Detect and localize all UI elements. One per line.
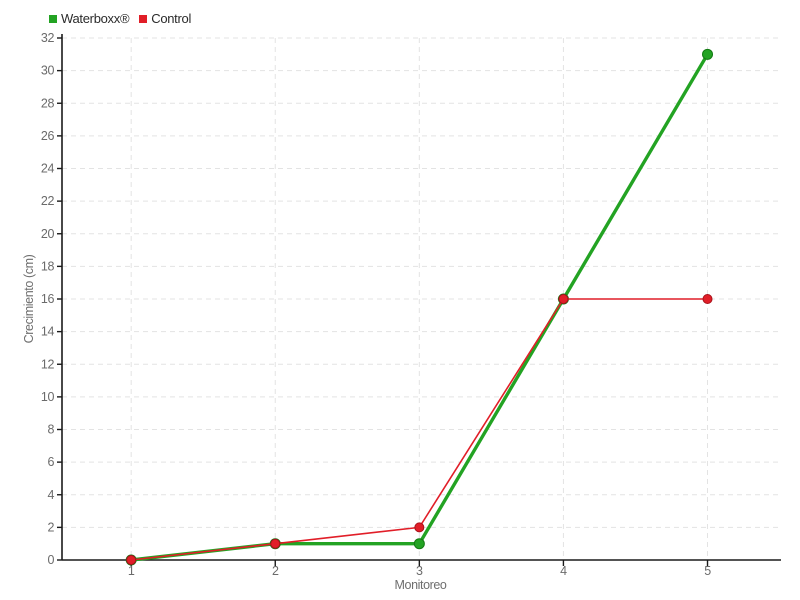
y-tick-label: 30 [41,64,55,78]
y-tick-label: 22 [41,194,55,208]
legend-item-control[interactable]: Control [139,11,191,26]
legend-item-waterboxx[interactable]: Waterboxx® [49,11,130,26]
y-tick-label: 14 [41,325,55,339]
x-tick-label: 1 [128,564,135,578]
y-tick-label: 6 [47,455,54,469]
y-tick-label: 12 [41,357,55,371]
waterboxx-legend-swatch-icon [49,14,57,23]
y-tick-label: 16 [41,292,55,306]
data-point-marker [414,522,425,533]
gridlines [62,37,781,560]
series-control [126,294,713,565]
y-tick-label: 26 [41,129,55,143]
y-tick-label: 20 [41,227,55,241]
y-tick-label: 18 [41,259,55,273]
x-tick-label: 2 [272,564,279,578]
y-tick-label: 10 [41,390,55,404]
y-tick-label: 4 [47,488,54,502]
data-point-marker [702,294,713,304]
y-tick-label: 2 [47,520,54,534]
data-point-marker [270,538,281,549]
data-point-marker [702,48,714,60]
data-point-marker [558,294,569,304]
x-tick-label: 3 [416,564,423,578]
y-tick-label: 24 [41,162,55,176]
control-legend-swatch-icon [139,14,148,23]
y-axis-title: Crecimiento (cm) [22,254,36,343]
data-series [125,48,714,566]
x-tick-label: 4 [560,564,567,578]
tick-marks [57,37,709,566]
series-waterboxx [125,48,714,566]
y-tick-label: 32 [41,31,55,45]
y-tick-label: 8 [47,423,54,437]
x-axis-title: Monitoreo [395,578,447,592]
y-tick-label: 0 [47,553,54,567]
chart-legend: Waterboxx® Control [49,11,191,26]
data-point-marker [126,555,137,565]
data-point-marker [413,538,425,550]
legend-label-control: Control [151,11,192,26]
axes [61,34,781,561]
y-tick-label: 28 [41,96,55,110]
x-tick-label: 5 [704,564,711,578]
legend-label-waterboxx: Waterboxx® [61,11,130,26]
